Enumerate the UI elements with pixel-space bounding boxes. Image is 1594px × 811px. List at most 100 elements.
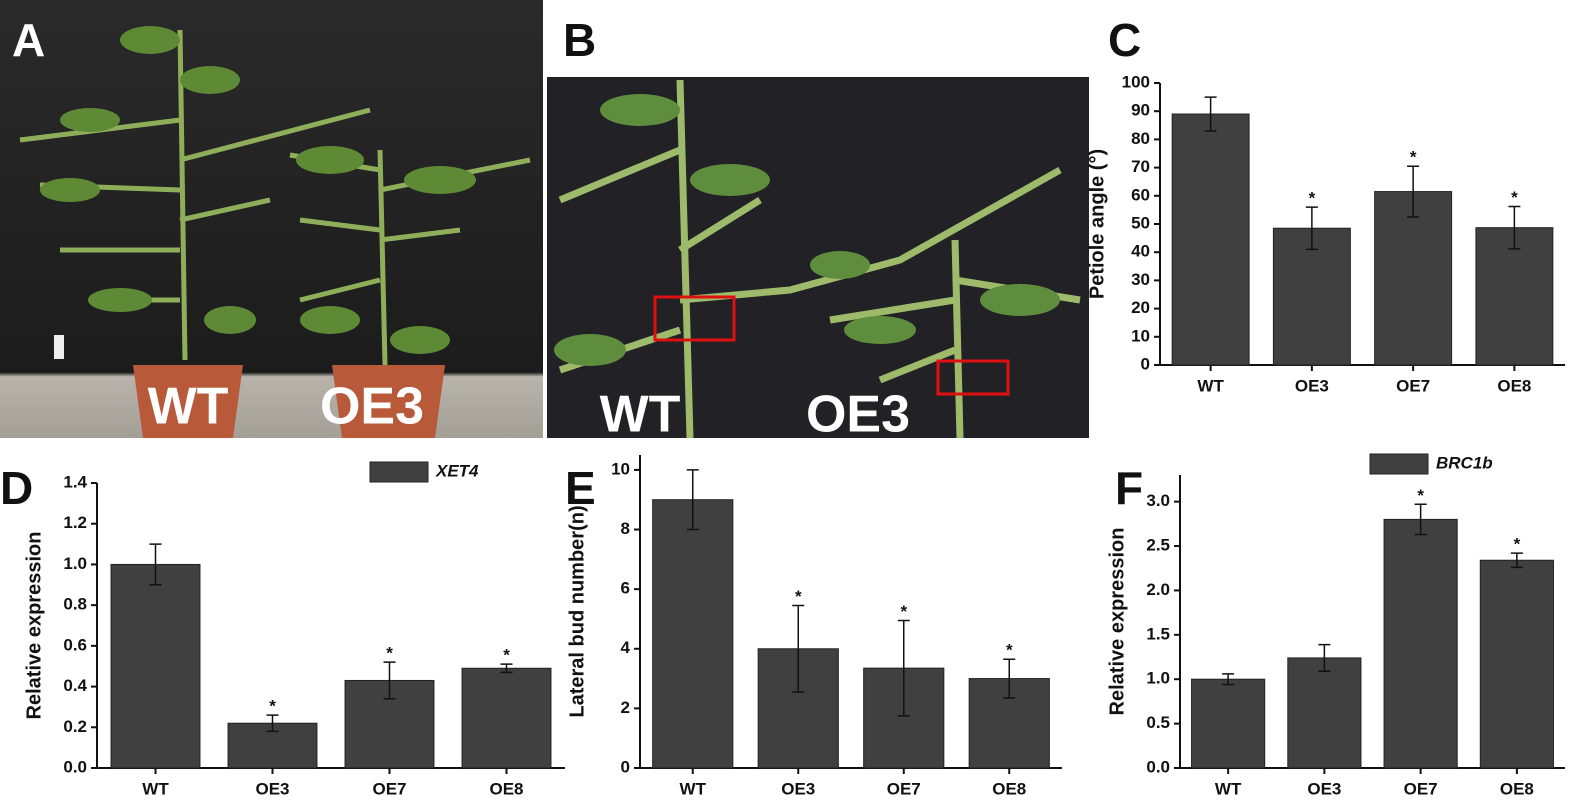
panel-label: C	[1108, 14, 1141, 66]
x-tick-label: OE8	[1500, 779, 1534, 798]
legend-swatch	[1369, 453, 1429, 475]
y-tick-label: 10	[611, 459, 630, 478]
bar	[1374, 191, 1453, 366]
y-axis-label: Relative expression	[1106, 528, 1128, 716]
y-tick-label: 6	[621, 579, 630, 598]
x-tick-label: OE3	[781, 779, 815, 798]
error-bar	[1204, 96, 1217, 132]
x-tick-label: WT	[1215, 779, 1242, 798]
pot	[332, 365, 445, 438]
y-tick-label: 0.2	[63, 717, 87, 736]
error-bar	[1510, 552, 1523, 569]
y-tick-label: 0.4	[63, 676, 87, 695]
y-tick-label: 0	[621, 757, 630, 776]
significance-marker: *	[1514, 535, 1521, 554]
error-bar	[1305, 206, 1318, 251]
photo-b: B WT OE3	[547, 14, 1089, 444]
x-tick-label: OE3	[1307, 779, 1341, 798]
y-axis-label: Petiole angle (°)	[1086, 149, 1108, 299]
error-bar	[792, 604, 805, 693]
x-tick-label: OE7	[1404, 779, 1438, 798]
y-tick-label: 0	[1141, 354, 1150, 373]
bar	[1287, 657, 1362, 769]
y-tick-label: 20	[1131, 298, 1150, 317]
y-tick-label: 2	[621, 698, 630, 717]
panel-label: B	[563, 14, 596, 66]
y-tick-label: 8	[621, 519, 630, 538]
y-tick-label: 3.0	[1146, 491, 1170, 510]
x-tick-label: OE7	[1396, 376, 1430, 395]
photo-background	[0, 0, 543, 438]
y-tick-label: 0.8	[63, 595, 87, 614]
legend-swatch	[369, 461, 429, 483]
x-tick-label: OE8	[489, 779, 523, 798]
x-tick-label: OE3	[255, 779, 289, 798]
y-tick-label: 2.0	[1146, 580, 1170, 599]
significance-marker: *	[503, 646, 510, 665]
photo-label: OE3	[806, 386, 910, 444]
significance-marker: *	[1417, 486, 1424, 505]
significance-marker: *	[386, 644, 393, 663]
y-tick-label: 2.5	[1146, 536, 1170, 555]
y-tick-label: 1.4	[63, 472, 87, 491]
scale-bar	[54, 335, 64, 359]
y-tick-label: 0.0	[1146, 757, 1170, 776]
pot	[133, 365, 243, 438]
bar	[461, 667, 552, 769]
y-axis-label: Lateral bud number(n)	[566, 505, 588, 717]
leaves	[554, 94, 1060, 366]
y-tick-label: 70	[1131, 157, 1150, 176]
error-bar	[1414, 503, 1427, 536]
y-axis-label: Relative expression	[23, 532, 45, 720]
x-tick-label: OE7	[887, 779, 921, 798]
leaves	[40, 26, 476, 354]
error-bar	[897, 619, 910, 717]
error-bar	[1003, 658, 1016, 699]
y-tick-label: 1.0	[63, 554, 87, 573]
significance-marker: *	[1511, 188, 1518, 207]
significance-marker: *	[795, 587, 802, 606]
x-tick-label: OE7	[372, 779, 406, 798]
bar	[1171, 113, 1250, 366]
y-tick-label: 80	[1131, 129, 1150, 148]
legend-label: BRC1b	[1436, 453, 1493, 472]
y-tick-label: 0.6	[63, 635, 87, 654]
y-tick-label: 0.0	[63, 757, 87, 776]
y-tick-label: 1.2	[63, 513, 87, 532]
y-tick-label: 90	[1131, 101, 1150, 120]
panel-label: A	[12, 14, 45, 66]
error-bar	[266, 714, 279, 733]
y-tick-label: 4	[621, 638, 631, 657]
highlight-box	[936, 359, 1010, 396]
error-bar	[686, 469, 699, 531]
x-tick-label: OE3	[1295, 376, 1329, 395]
significance-marker: *	[900, 602, 907, 621]
x-tick-label: WT	[680, 779, 707, 798]
y-tick-label: 40	[1131, 242, 1150, 261]
panel-label: F	[1115, 462, 1143, 514]
error-bar	[1318, 643, 1331, 672]
bar	[652, 499, 734, 769]
y-tick-label: 30	[1131, 270, 1150, 289]
bar	[1479, 559, 1554, 769]
photo-label: WT	[600, 386, 681, 444]
error-bar	[1222, 673, 1235, 686]
x-tick-label: WT	[1197, 376, 1224, 395]
highlight-box	[653, 295, 736, 342]
y-tick-label: 60	[1131, 185, 1150, 204]
panel-label: E	[565, 462, 596, 514]
significance-marker: *	[1309, 189, 1316, 208]
bar	[110, 563, 201, 769]
error-bar	[500, 663, 513, 674]
bar	[1191, 678, 1266, 769]
legend-label: XET4	[435, 461, 479, 480]
significance-marker: *	[1006, 641, 1013, 660]
x-tick-label: WT	[142, 779, 169, 798]
significance-marker: *	[1410, 148, 1417, 167]
y-tick-label: 50	[1131, 213, 1150, 232]
error-bar	[1508, 205, 1521, 250]
x-tick-label: OE8	[1497, 376, 1531, 395]
bar	[1383, 518, 1458, 769]
bar	[1475, 227, 1554, 366]
